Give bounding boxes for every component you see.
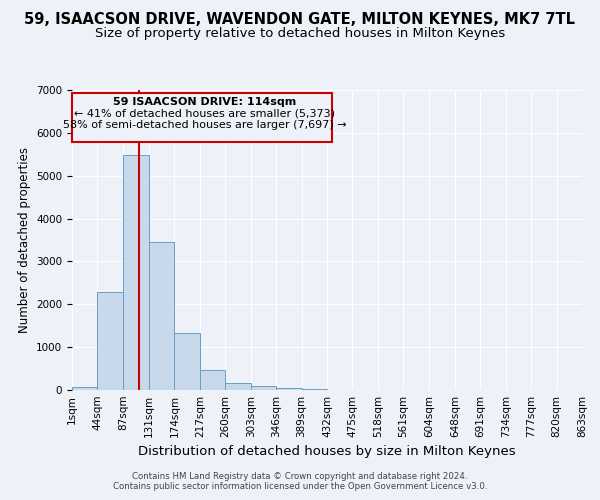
Text: 59, ISAACSON DRIVE, WAVENDON GATE, MILTON KEYNES, MK7 7TL: 59, ISAACSON DRIVE, WAVENDON GATE, MILTO… bbox=[25, 12, 575, 28]
Y-axis label: Number of detached properties: Number of detached properties bbox=[17, 147, 31, 333]
Text: ← 41% of detached houses are smaller (5,373): ← 41% of detached houses are smaller (5,… bbox=[74, 108, 335, 118]
Bar bbox=[251, 386, 276, 390]
Text: 59 ISAACSON DRIVE: 114sqm: 59 ISAACSON DRIVE: 114sqm bbox=[113, 98, 296, 108]
Text: 58% of semi-detached houses are larger (7,697) →: 58% of semi-detached houses are larger (… bbox=[63, 120, 346, 130]
X-axis label: Distribution of detached houses by size in Milton Keynes: Distribution of detached houses by size … bbox=[138, 446, 516, 458]
Text: Contains HM Land Registry data © Crown copyright and database right 2024.: Contains HM Land Registry data © Crown c… bbox=[132, 472, 468, 481]
Text: Size of property relative to detached houses in Milton Keynes: Size of property relative to detached ho… bbox=[95, 28, 505, 40]
Bar bbox=[149, 242, 175, 390]
Text: Contains public sector information licensed under the Open Government Licence v3: Contains public sector information licen… bbox=[113, 482, 487, 491]
Bar bbox=[302, 388, 327, 390]
Bar bbox=[97, 292, 123, 390]
Bar bbox=[123, 154, 149, 390]
Bar bbox=[276, 388, 302, 390]
Bar bbox=[72, 386, 97, 390]
Bar bbox=[175, 334, 200, 390]
FancyBboxPatch shape bbox=[72, 93, 332, 142]
Bar bbox=[225, 383, 251, 390]
Bar bbox=[200, 370, 225, 390]
